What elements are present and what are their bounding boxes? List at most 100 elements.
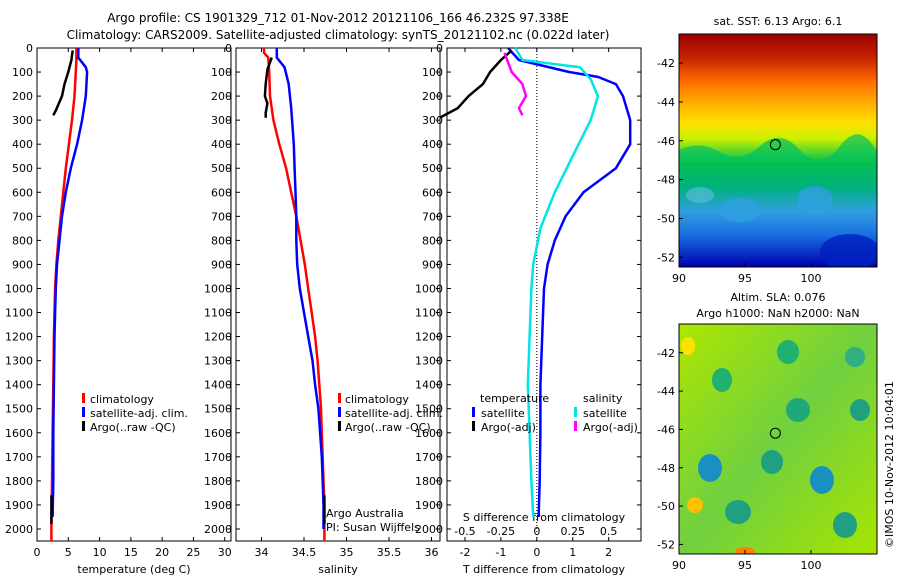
sla-map: Altim. SLA: 0.076 Argo h1000: NaN h2000:… (657, 291, 878, 572)
y-tick-label: 1100 (204, 307, 232, 320)
y-tick-label: 1300 (415, 355, 443, 368)
y-tick-label: 900 (12, 258, 33, 271)
x-axis-label: temperature (deg C) (77, 563, 190, 576)
sla-map-field (679, 324, 877, 554)
imos-watermark: ©IMOS 10-Nov-2012 10:04:01 (883, 381, 896, 548)
x-tick-label-salinity: 0.5 (600, 525, 618, 538)
y-tick-label: 1400 (5, 379, 33, 392)
legend-label-sal-argo: Argo(-adj) (583, 421, 638, 434)
x-tick-label: 0 (34, 546, 41, 559)
sla-eddy (712, 368, 732, 392)
x-tick-label: 5 (65, 546, 72, 559)
legend-swatch-sal-argo (574, 421, 577, 431)
y-tick-label: 800 (12, 234, 33, 247)
y-tick-label: 600 (422, 186, 443, 199)
y-tick-label: 0 (26, 42, 33, 55)
series-line-temperature-argo-adj- (439, 49, 513, 119)
salinity-legend: climatology satellite-adj. clim. Argo(..… (326, 393, 443, 534)
map-x-tick-label: 100 (801, 272, 822, 285)
x-axis-label-salinity: S difference from climatology (463, 511, 626, 524)
series-line-climatology (262, 48, 326, 541)
legend-label-satellite: satellite-adj. clim. (345, 407, 443, 420)
y-tick-label: 300 (12, 114, 33, 127)
y-tick-label: 900 (422, 258, 443, 271)
x-tick-label: 30 (218, 546, 232, 559)
series-line-satellite-adj-clim- (51, 48, 89, 518)
y-tick-label: 1800 (204, 475, 232, 488)
series-line-temperature-satellite (507, 47, 632, 518)
x-tick-label: 35.5 (377, 546, 402, 559)
y-tick-label: 1200 (415, 331, 443, 344)
y-tick-label: 1500 (415, 403, 443, 416)
y-tick-label: 1000 (204, 282, 232, 295)
y-tick-label: 1300 (204, 355, 232, 368)
x-tick-label: -1 (495, 546, 506, 559)
sst-map-field (679, 34, 877, 267)
plot-frame (235, 47, 441, 542)
temperature-panel: 0100200300400500600700800900100011001200… (5, 42, 232, 576)
x-tick-label-salinity: 0.25 (560, 525, 585, 538)
sla-high-patch (681, 337, 695, 355)
y-tick-label: 1100 (415, 307, 443, 320)
sla-eddy (786, 398, 810, 422)
sst-cool-patch (718, 198, 762, 222)
y-tick-label: 500 (211, 162, 232, 175)
sst-cold-patch (820, 234, 877, 267)
legend-label-temp-argo: Argo(-adj) (481, 421, 536, 434)
map-y-tick-label: -44 (657, 385, 675, 398)
legend-label-satellite: satellite-adj. clim. (90, 407, 188, 420)
map-y-tick-label: -42 (657, 347, 675, 360)
x-tick-label: 36 (425, 546, 439, 559)
temperature-legend: climatology satellite-adj. clim. Argo(..… (82, 393, 188, 434)
series-line-satellite-adj-clim- (275, 48, 325, 529)
y-tick-label: 800 (422, 234, 443, 247)
legend-header-salinity: salinity (583, 392, 623, 405)
x-tick-label: 34 (255, 546, 269, 559)
map-x-tick-label: 90 (672, 559, 686, 572)
y-tick-label: 100 (211, 66, 232, 79)
y-tick-label: 1700 (5, 451, 33, 464)
sla-high-patch (687, 497, 703, 513)
y-tick-label: 500 (12, 162, 33, 175)
figure-title-line2: Climatology: CARS2009. Satellite-adjuste… (67, 28, 610, 42)
map-x-tick-label: 95 (738, 559, 752, 572)
y-tick-label: 1300 (5, 355, 33, 368)
series-line-salinity-argo-adj- (503, 52, 528, 116)
x-axis-label: T difference from climatology (462, 563, 625, 576)
x-tick-label-salinity: -0.5 (454, 525, 475, 538)
x-tick-label: -2 (459, 546, 470, 559)
legend-label-argo: Argo(..raw -QC) (345, 421, 431, 434)
y-tick-label: 1800 (415, 475, 443, 488)
map-x-tick-label: 90 (672, 272, 686, 285)
y-tick-label: 1700 (415, 451, 443, 464)
sst-map-title: sat. SST: 6.13 Argo: 6.1 (714, 15, 843, 28)
map-y-tick-label: -52 (657, 538, 675, 551)
difference-legend: temperature salinity satellite Argo(-adj… (472, 392, 638, 434)
sla-map-title-line2: Argo h1000: NaN h2000: NaN (696, 307, 859, 320)
sla-eddy (850, 399, 870, 421)
legend-swatch-argo (338, 421, 341, 431)
y-tick-label: 200 (422, 90, 443, 103)
y-tick-label: 1400 (204, 379, 232, 392)
x-tick-label: 20 (155, 546, 169, 559)
sst-map: sat. SST: 6.13 Argo: 6.1 90 95 100 -42 -44 -4… (657, 15, 878, 285)
sst-cool-patch (797, 186, 833, 214)
y-tick-label: 600 (211, 186, 232, 199)
x-axis-label: salinity (318, 563, 358, 576)
figure-title-line1: Argo profile: CS 1901329_712 01-Nov-2012… (107, 11, 569, 25)
y-tick-label: 600 (12, 186, 33, 199)
y-tick-label: 2000 (204, 523, 232, 536)
legend-label-sal-satellite: satellite (583, 407, 627, 420)
annotation-pi: PI: Susan Wijffels (326, 521, 420, 534)
map-frame (678, 323, 878, 555)
y-tick-label: 1600 (5, 427, 33, 440)
map-x-tick-label: 100 (801, 559, 822, 572)
y-tick-label: 1900 (415, 499, 443, 512)
y-tick-label: 500 (422, 162, 443, 175)
y-tick-label: 400 (12, 138, 33, 151)
x-tick-label: 25 (186, 546, 200, 559)
legend-swatch-satellite (82, 407, 85, 417)
x-tick-label: 0 (533, 546, 540, 559)
